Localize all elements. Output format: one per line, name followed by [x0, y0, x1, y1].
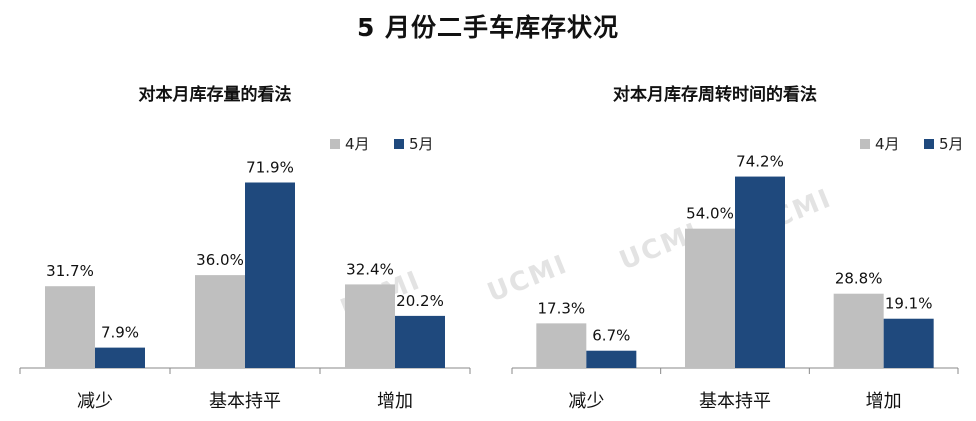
data-label: 7.9%: [101, 324, 139, 342]
legend-label: 5月: [939, 135, 964, 153]
data-label: 74.2%: [736, 153, 784, 171]
page-title: 5 月份二手车库存状况: [356, 13, 620, 42]
bar-4月-减少: [45, 286, 95, 368]
chart-inventory-volume: UCMI对本月库存量的看法4月5月31.7%7.9%减少36.0%71.9%基本…: [19, 84, 471, 412]
x-tick-label: 基本持平: [209, 391, 281, 412]
bar-4月-增加: [833, 293, 884, 368]
legend-label: 4月: [345, 135, 370, 153]
x-tick-label: 减少: [568, 391, 604, 412]
data-label: 36.0%: [196, 251, 244, 269]
bar-4月-基本持平: [195, 275, 245, 368]
bar-4月-减少: [536, 323, 587, 368]
bar-4月-基本持平: [685, 228, 735, 368]
bar-5月-基本持平: [245, 182, 295, 368]
data-label: 32.4%: [346, 260, 394, 278]
bar-5月-减少: [95, 347, 145, 368]
data-label: 28.8%: [835, 270, 883, 288]
data-label: 17.3%: [538, 299, 586, 317]
x-tick-label: 增加: [377, 391, 413, 412]
legend-swatch-4月: [330, 139, 340, 149]
x-tick-label: 增加: [866, 391, 902, 412]
data-label: 71.9%: [246, 158, 294, 176]
bar-4月-增加: [345, 284, 395, 368]
bar-5月-基本持平: [735, 176, 785, 368]
bar-5月-减少: [586, 350, 637, 368]
data-label: 19.1%: [885, 295, 933, 313]
chart-title: 对本月库存量的看法: [139, 84, 292, 105]
data-label: 6.7%: [592, 327, 630, 345]
bar-5月-增加: [883, 318, 934, 368]
x-tick-label: 减少: [77, 391, 113, 412]
data-label: 54.0%: [686, 205, 734, 223]
legend-swatch-5月: [394, 139, 404, 149]
legend-label: 5月: [409, 135, 434, 153]
legend-swatch-5月: [924, 139, 934, 149]
data-label: 31.7%: [46, 262, 94, 280]
data-label: 20.2%: [396, 292, 444, 310]
bar-5月-增加: [395, 315, 445, 368]
chart-title: 对本月库存周转时间的看法: [613, 84, 817, 105]
x-tick-label: 基本持平: [699, 391, 771, 412]
legend-swatch-4月: [860, 139, 870, 149]
legend-label: 4月: [875, 135, 900, 153]
